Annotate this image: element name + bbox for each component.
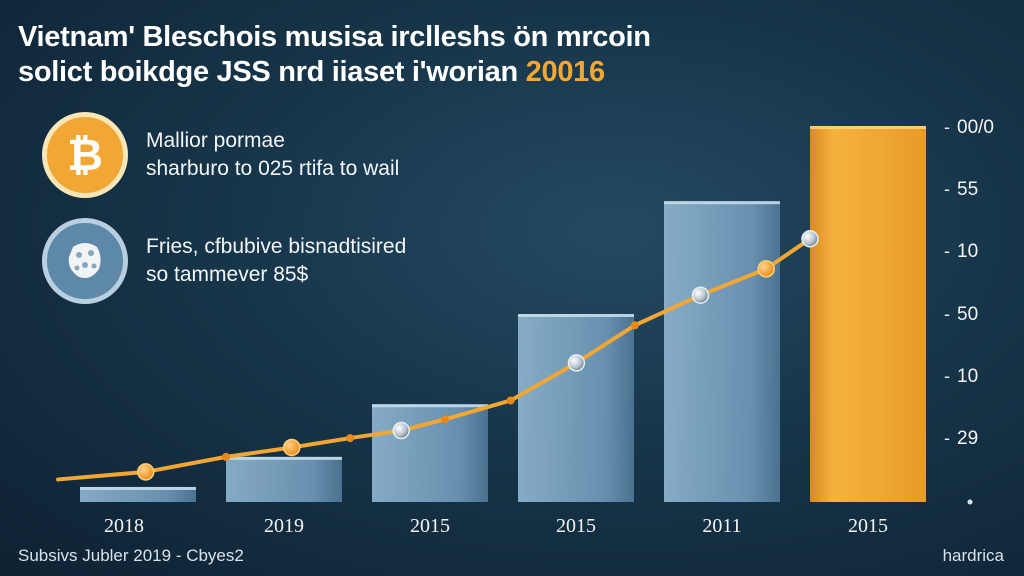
trend-line	[143, 236, 812, 474]
y-tick-label: 10	[957, 241, 978, 262]
info-row-network: Fries, cfbubive bisnadtisired so tammeve…	[42, 218, 406, 304]
trend-point-small	[506, 396, 515, 405]
trend-line-lead	[56, 469, 148, 482]
x-tick-label: 2018	[104, 515, 144, 537]
info-1-line-1: Mallior pormae	[146, 129, 285, 152]
info-row-bitcoin: ₿ Mallior pormae sharburo to 025 rtifa t…	[42, 112, 399, 198]
info-text-1: Mallior pormae sharburo to 025 rtifa to …	[146, 127, 399, 183]
trend-marker-7	[801, 230, 819, 248]
info-2-line-1: Fries, cfbubive bisnadtisired	[146, 235, 407, 258]
footer-caption: Subsivs Jubler 2019 - Cbyes2	[18, 546, 244, 565]
trend-line-group	[56, 230, 819, 482]
title-line-2: solict boikdge JSS nrd iiaset i'worian 2…	[18, 55, 778, 90]
trend-point-small	[630, 321, 639, 330]
bar-2	[226, 456, 342, 502]
x-axis-ticks: 2018 2019 2015 2015 2011 2015	[104, 515, 888, 537]
bitcoin-icon: ₿	[42, 112, 128, 198]
bar-3	[372, 404, 488, 502]
trend-marker-1	[136, 463, 155, 481]
y-tick-label: 50	[957, 304, 978, 325]
network-globe-icon	[42, 218, 128, 304]
y-tick-mark: -	[944, 179, 950, 199]
trend-marker-4	[567, 354, 586, 372]
info-2-line-2: so tammever 85$	[146, 263, 309, 286]
x-tick-label: 2015	[848, 515, 888, 537]
y-tick-label: 10	[957, 366, 978, 387]
trend-marker-3	[392, 421, 410, 440]
y-tick-mark: -	[944, 304, 950, 324]
info-1-line-2: sharburo to 025 rtifa to wail	[146, 157, 400, 180]
bar-4-top-edge	[518, 314, 634, 317]
y-tick-mark: -	[944, 428, 950, 448]
y-tick-mark: -	[944, 117, 950, 137]
trend-point-small	[346, 434, 355, 443]
page-title: Vietnam' Bleschois musisa irclleshs ön m…	[18, 20, 778, 90]
trend-marker-5	[691, 286, 710, 304]
bar-5-top-edge	[664, 201, 780, 205]
y-tick-mark: -	[944, 366, 950, 386]
bar-1-top-edge	[80, 486, 196, 490]
x-tick-label: 2015	[410, 515, 450, 537]
x-tick-label: 2011	[702, 515, 741, 537]
title-line-1: Vietnam' Bleschois musisa irclleshs ön m…	[18, 21, 651, 53]
title-line-2-text: solict boikdge JSS nrd iiaset i'worian	[18, 56, 518, 88]
y-tick-label: 55	[957, 179, 978, 200]
x-tick-label: 2015	[556, 515, 596, 537]
bar-5	[664, 201, 780, 502]
bar-3-top-edge	[372, 404, 488, 408]
y-tick-mark: -	[944, 241, 950, 261]
title-year: 20016	[525, 56, 605, 88]
bar-group	[80, 126, 926, 502]
x-tick-label: 2019	[264, 515, 304, 537]
bar-1	[80, 486, 196, 502]
footer-credit: hardrica	[942, 546, 1004, 565]
bar-6-top-edge	[810, 126, 926, 129]
trend-marker-6	[757, 260, 775, 278]
info-text-2: Fries, cfbubive bisnadtisired so tammeve…	[146, 233, 406, 289]
y-axis-end-dot	[967, 499, 973, 505]
bar-4	[518, 314, 634, 502]
trend-point-small	[441, 415, 449, 424]
y-tick-label: 29	[957, 428, 978, 449]
trend-point-small	[222, 452, 230, 461]
trend-marker-2	[282, 438, 301, 457]
bar-2-top-edge	[226, 456, 342, 460]
bar-6	[810, 126, 926, 502]
y-tick-label: 00/0	[957, 117, 994, 138]
y-axis-ticks: -00/0- 55- 10- 50- 10- 29	[944, 117, 994, 505]
